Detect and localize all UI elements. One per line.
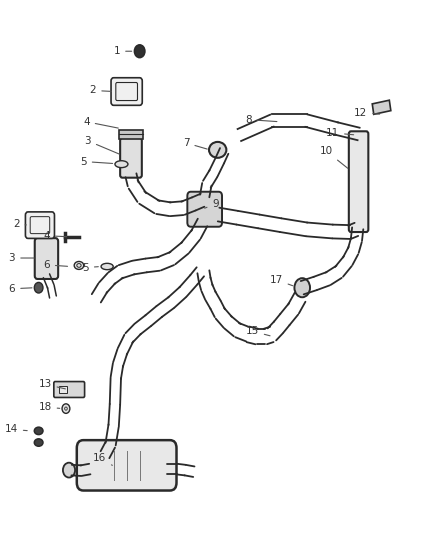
Text: 10: 10 <box>319 146 348 168</box>
Ellipse shape <box>74 262 84 269</box>
Circle shape <box>134 45 145 58</box>
Text: 14: 14 <box>4 424 27 434</box>
FancyBboxPatch shape <box>116 83 138 101</box>
FancyBboxPatch shape <box>54 382 85 398</box>
Text: 4: 4 <box>83 117 118 128</box>
Text: 11: 11 <box>326 128 353 138</box>
Ellipse shape <box>34 439 43 446</box>
Text: 12: 12 <box>354 108 380 118</box>
Text: 5: 5 <box>82 263 98 272</box>
Bar <box>119 130 143 139</box>
Text: 2: 2 <box>90 85 111 95</box>
Text: 5: 5 <box>80 157 113 166</box>
Ellipse shape <box>101 263 113 270</box>
Circle shape <box>65 407 67 410</box>
Text: 17: 17 <box>269 274 293 286</box>
FancyBboxPatch shape <box>120 138 142 177</box>
Bar <box>60 386 67 393</box>
FancyBboxPatch shape <box>30 216 49 233</box>
Text: 18: 18 <box>39 402 60 412</box>
Text: 15: 15 <box>246 326 270 336</box>
Ellipse shape <box>115 161 128 167</box>
Circle shape <box>34 282 43 293</box>
Text: 3: 3 <box>85 136 119 154</box>
Text: 13: 13 <box>39 379 65 389</box>
FancyBboxPatch shape <box>111 78 142 106</box>
Ellipse shape <box>34 427 43 434</box>
Text: 7: 7 <box>183 138 207 149</box>
FancyBboxPatch shape <box>77 440 177 490</box>
FancyBboxPatch shape <box>35 238 58 279</box>
Text: 6: 6 <box>43 260 67 270</box>
Circle shape <box>62 404 70 414</box>
Ellipse shape <box>77 264 81 267</box>
Bar <box>372 100 391 114</box>
FancyBboxPatch shape <box>349 131 368 232</box>
Text: 8: 8 <box>245 115 277 125</box>
Text: 16: 16 <box>93 454 112 465</box>
FancyBboxPatch shape <box>25 212 54 238</box>
Circle shape <box>63 463 75 478</box>
Ellipse shape <box>209 142 226 158</box>
Text: 4: 4 <box>43 231 67 241</box>
Text: 3: 3 <box>9 253 34 263</box>
FancyBboxPatch shape <box>187 192 222 227</box>
Text: 9: 9 <box>205 199 219 209</box>
Text: 2: 2 <box>13 219 26 229</box>
Text: 1: 1 <box>113 46 132 56</box>
Circle shape <box>294 278 310 297</box>
Text: 6: 6 <box>9 284 32 294</box>
